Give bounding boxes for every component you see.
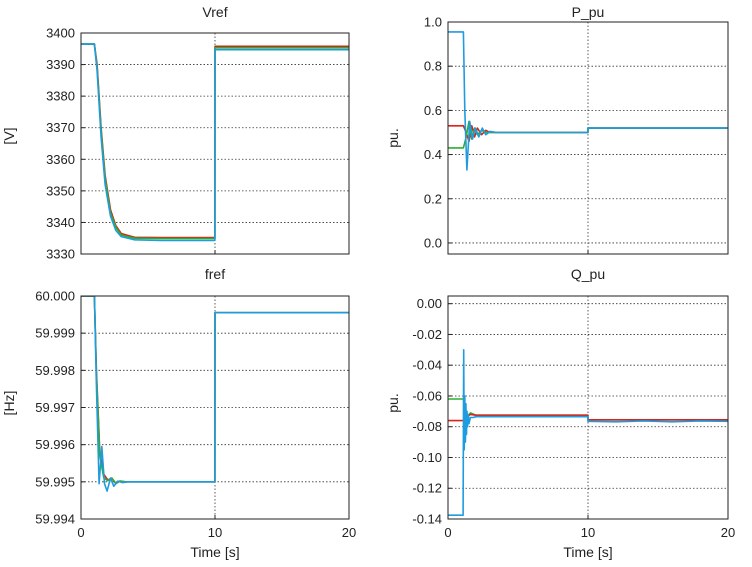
q-pu-ytick-label: 0.00 (417, 296, 442, 311)
vref-series-group (81, 43, 349, 242)
vref-ytick-label: 3370 (46, 120, 75, 135)
fref-ytick-label: 59.996 (35, 437, 75, 452)
fref-series-blue (81, 296, 349, 492)
fref-series-group (81, 296, 349, 492)
vref-series-blue (81, 43, 349, 242)
p-pu-ytick-label: 1.0 (424, 15, 442, 30)
q-pu-ytick-label: -0.08 (412, 419, 442, 434)
q-pu-ylabel: pu. (385, 393, 401, 412)
q-pu-ytick-label: -0.10 (412, 450, 442, 465)
p-pu-ytick-label: 0.4 (424, 147, 442, 162)
vref-ytick-label: 3360 (46, 152, 75, 167)
q-pu-xtick-label: 20 (721, 525, 735, 540)
panel-p-pu: P_pu pu. 0.0 0.2 0.4 0.6 0.8 1.0 (385, 4, 729, 255)
q-pu-ytick-label: -0.06 (412, 388, 442, 403)
fref-xtick-label: 10 (208, 525, 222, 540)
fref-ytick-label: 59.998 (35, 363, 75, 378)
q-pu-ytick-label: -0.12 (412, 481, 442, 496)
p-pu-plot-area: 0.0 0.2 0.4 0.6 0.8 1.0 (424, 15, 729, 255)
q-pu-series-blue (448, 348, 728, 517)
q-pu-title: Q_pu (571, 266, 605, 282)
q-pu-xtick-label: 10 (581, 525, 595, 540)
q-pu-ytick-label: -0.14 (412, 512, 442, 527)
vref-title: Vref (202, 4, 227, 20)
vref-ytick-label: 3340 (46, 215, 75, 230)
p-pu-title: P_pu (572, 4, 605, 20)
fref-xlabel: Time [s] (190, 544, 239, 560)
fref-ytick-label: 59.999 (35, 326, 75, 341)
p-pu-ylabel: pu. (385, 128, 401, 147)
panel-fref: fref [Hz] Time [s] 59.99459.99559.99659.… (1, 266, 356, 560)
p-pu-series-group (448, 31, 728, 171)
q-pu-plot-area: -0.14 -0.12 -0.10 -0.08 -0.06 -0.04 -0.02 0.00 0… (412, 295, 735, 540)
p-pu-series-blue (448, 31, 728, 171)
q-pu-ytick-label: -0.02 (412, 327, 442, 342)
fref-ytick-label: 60.000 (35, 289, 75, 304)
fref-xtick-label: 0 (77, 525, 84, 540)
vref-ytick-label: 3350 (46, 183, 75, 198)
fref-xtick-label: 20 (342, 525, 356, 540)
p-pu-ytick-label: 0.8 (424, 59, 442, 74)
vref-ylabel: [V] (1, 127, 17, 144)
q-pu-xtick-label: 0 (444, 525, 451, 540)
fref-plot-area: 59.994 59.995 59.996 59.997 59.998 59.999 60.0… (35, 289, 356, 541)
q-pu-series-group (448, 348, 728, 517)
q-pu-xlabel: Time [s] (563, 544, 612, 560)
q-pu-ytick-label: -0.04 (412, 358, 442, 373)
vref-ytick-label: 3390 (46, 57, 75, 72)
fref-ylabel: [Hz] (1, 391, 17, 416)
panel-vref: Vref [V] 3330 3340 3350 3360 3370 3380 3390 340… (1, 4, 350, 262)
p-pu-ytick-label: 0.6 (424, 103, 442, 118)
vref-ytick-label: 3330 (46, 247, 75, 262)
vref-ytick-label: 3400 (46, 26, 75, 41)
p-pu-ytick-label: 0.0 (424, 235, 442, 250)
fref-ytick-label: 59.997 (35, 400, 75, 415)
p-pu-ytick-label: 0.2 (424, 191, 442, 206)
vref-ytick-label: 3380 (46, 89, 75, 104)
fref-title: fref (205, 266, 225, 282)
fref-ytick-label: 59.995 (35, 474, 75, 489)
fref-ytick-label: 59.994 (35, 512, 75, 527)
vref-plot-area: 3330 3340 3350 3360 3370 3380 3390 3400 (46, 26, 350, 262)
panel-q-pu: Q_pu pu. Time [s] -0.14-0.12-0.10-0.08-0… (385, 266, 735, 560)
